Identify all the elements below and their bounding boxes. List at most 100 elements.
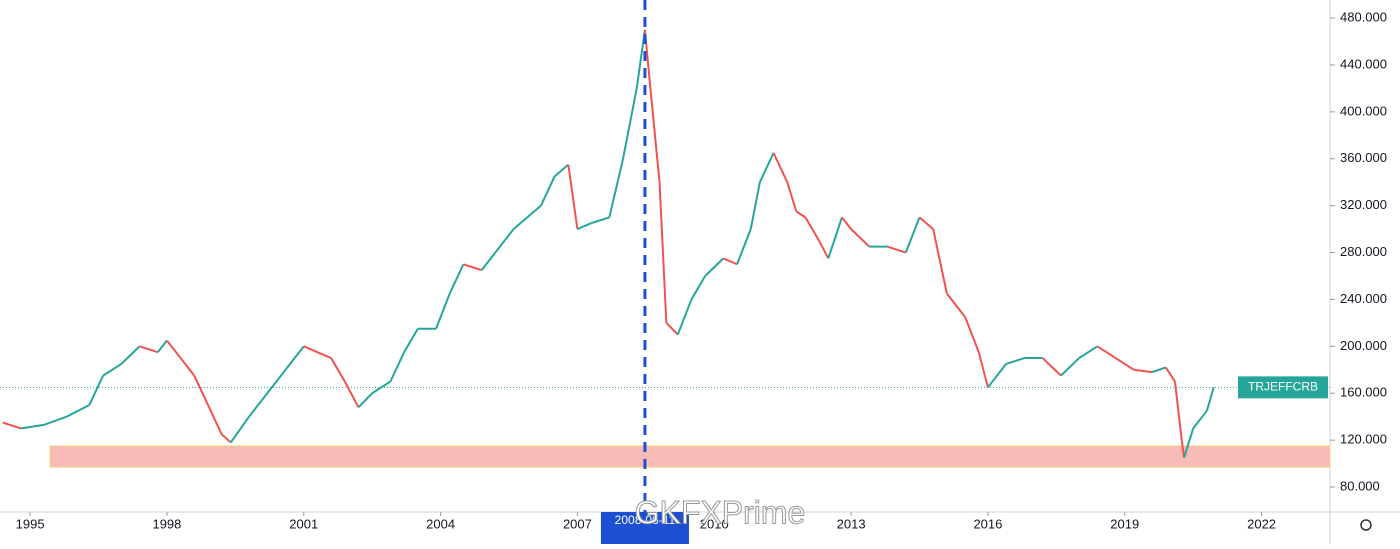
price-segment <box>266 369 287 394</box>
price-segment <box>841 216 852 230</box>
price-segment <box>540 175 556 207</box>
price-segment <box>608 158 625 218</box>
symbol-label: TRJEFFCRB <box>1248 380 1318 394</box>
price-segment <box>330 357 346 383</box>
price-segment <box>987 363 1007 388</box>
price-segment <box>88 375 104 406</box>
y-tick-label: 280.000 <box>1340 244 1387 259</box>
watermark: GKFXPrime <box>635 494 806 530</box>
price-segment <box>463 263 482 272</box>
x-tick-label: 2007 <box>563 516 592 531</box>
x-tick-label: 2004 <box>426 516 455 531</box>
price-segment <box>577 222 592 231</box>
price-segment <box>480 246 501 271</box>
price-segment <box>139 345 159 354</box>
price-segment <box>1041 357 1062 377</box>
price-segment <box>207 404 223 435</box>
price-segment <box>850 228 871 248</box>
price-segment <box>804 216 821 242</box>
price-segment <box>690 275 707 300</box>
price-segment <box>317 351 332 359</box>
price-segment <box>2 421 22 430</box>
x-tick-label: 2022 <box>1247 516 1276 531</box>
price-segment <box>284 345 305 371</box>
price-segment <box>1078 345 1098 359</box>
price-segment <box>676 299 693 335</box>
price-segment <box>120 345 141 365</box>
price-segment <box>1115 357 1135 371</box>
price-segment <box>918 216 934 230</box>
price-segment <box>193 375 209 406</box>
price-segment <box>1151 366 1167 374</box>
y-tick-label: 320.000 <box>1340 197 1387 212</box>
price-segment <box>736 228 752 265</box>
price-segment <box>303 345 318 354</box>
x-tick-label: 2010 <box>700 516 729 531</box>
price-segment <box>622 88 638 159</box>
price-segment <box>1060 357 1080 377</box>
price-segment <box>435 293 451 330</box>
price-segment <box>1005 357 1025 365</box>
price-segment <box>248 392 269 418</box>
crosshair-label-bg <box>600 512 689 544</box>
price-segment <box>343 381 360 408</box>
price-segment <box>20 423 44 430</box>
price-segment <box>665 322 679 336</box>
price-segment <box>157 339 168 353</box>
price-segment <box>43 415 67 426</box>
price-segment <box>102 363 122 377</box>
y-tick-label: 160.000 <box>1340 385 1387 400</box>
price-segment <box>1096 345 1117 359</box>
price-segment <box>904 217 921 253</box>
y-tick-label: 480.000 <box>1340 9 1387 24</box>
price-segment <box>389 351 406 382</box>
price-segment <box>649 88 661 183</box>
price-segment <box>567 164 579 230</box>
x-tick-label: 2016 <box>973 516 1002 531</box>
price-segment <box>795 210 807 219</box>
y-tick-label: 80.000 <box>1340 478 1380 493</box>
price-segment <box>946 292 966 318</box>
price-segment <box>704 257 725 277</box>
price-segment <box>403 328 419 353</box>
crosshair-label: 2008-06-11 <box>615 513 676 527</box>
price-segment <box>371 380 391 395</box>
price-segment <box>1192 410 1208 430</box>
support-zone <box>49 445 1331 468</box>
price-segment <box>1180 440 1186 458</box>
price-segment <box>499 228 515 248</box>
price-segment <box>1133 368 1153 374</box>
price-segment <box>786 181 798 212</box>
y-tick-label: 120.000 <box>1340 432 1387 447</box>
x-tick-label: 2013 <box>837 516 866 531</box>
price-segment <box>220 433 232 444</box>
price-segment <box>1164 366 1176 383</box>
price-segment <box>1205 387 1215 412</box>
price-segment <box>932 228 948 294</box>
price-segment <box>590 216 610 225</box>
price-segment <box>66 404 90 418</box>
price-segment <box>658 182 668 323</box>
price-segment <box>977 351 989 388</box>
price-segment <box>229 416 250 444</box>
price-segment <box>758 152 775 183</box>
price-segment <box>772 152 789 183</box>
price-segment <box>1173 381 1183 441</box>
price-segment <box>448 263 465 294</box>
price-segment <box>1183 428 1195 459</box>
price-segment <box>887 245 907 254</box>
y-tick-label: 200.000 <box>1340 338 1387 353</box>
price-segment <box>827 217 843 259</box>
x-tick-label: 2019 <box>1110 516 1139 531</box>
price-segment <box>179 357 196 377</box>
symbol-label-bg <box>1238 376 1328 399</box>
y-tick-label: 400.000 <box>1340 103 1387 118</box>
price-segment <box>818 240 830 259</box>
y-tick-label: 240.000 <box>1340 291 1387 306</box>
y-tick-label: 360.000 <box>1340 150 1387 165</box>
x-tick-label: 1998 <box>152 516 181 531</box>
settings-icon[interactable] <box>1360 519 1372 531</box>
price-segment <box>526 204 542 219</box>
price-segment <box>166 339 182 359</box>
